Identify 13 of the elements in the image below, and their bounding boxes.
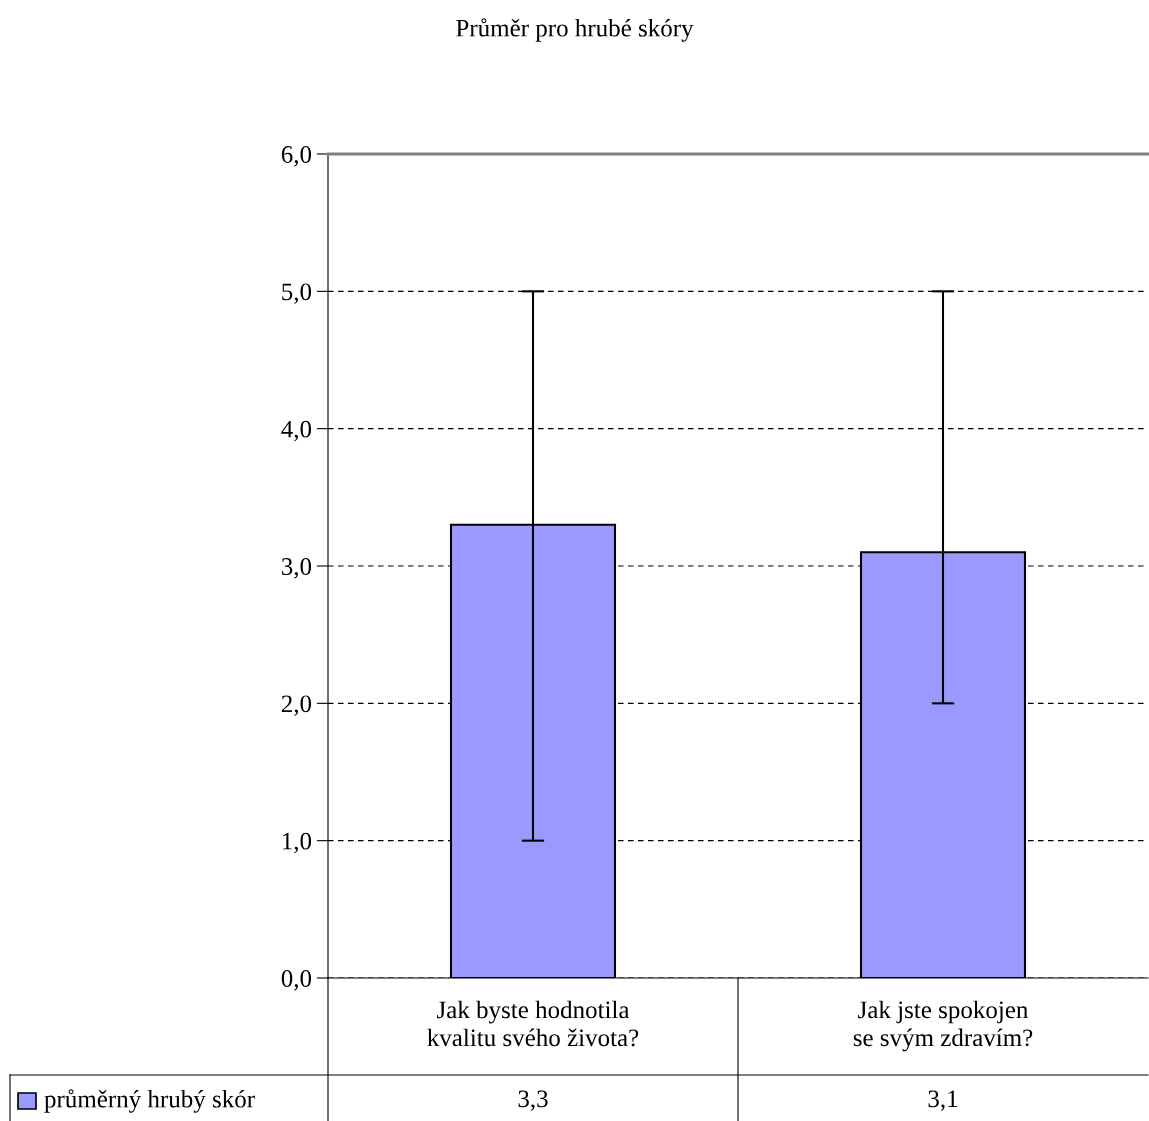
y-tick-label: 2,0 xyxy=(281,695,312,716)
y-tick-label: 4,0 xyxy=(281,420,312,442)
y-tick-label: 5,0 xyxy=(282,283,312,304)
y-tick-label: 3,0 xyxy=(281,558,312,579)
data-label: 3,1 xyxy=(928,1090,958,1111)
y-tick-label: 1,0 xyxy=(282,832,312,854)
chart-title: Průměr pro hrubé skóry xyxy=(456,18,694,42)
y-tick-label: 6,0 xyxy=(281,146,312,167)
data-label: 3,3 xyxy=(518,1090,548,1111)
x-tick-label: Jak jste spokojen se svým zdravím? xyxy=(853,1000,1033,1052)
y-tick-label: 0,0 xyxy=(281,970,312,991)
legend-label: průměrný hrubý skór xyxy=(44,1089,255,1113)
x-tick-label: Jak byste hodnotila kvalitu svého života? xyxy=(427,1000,639,1047)
